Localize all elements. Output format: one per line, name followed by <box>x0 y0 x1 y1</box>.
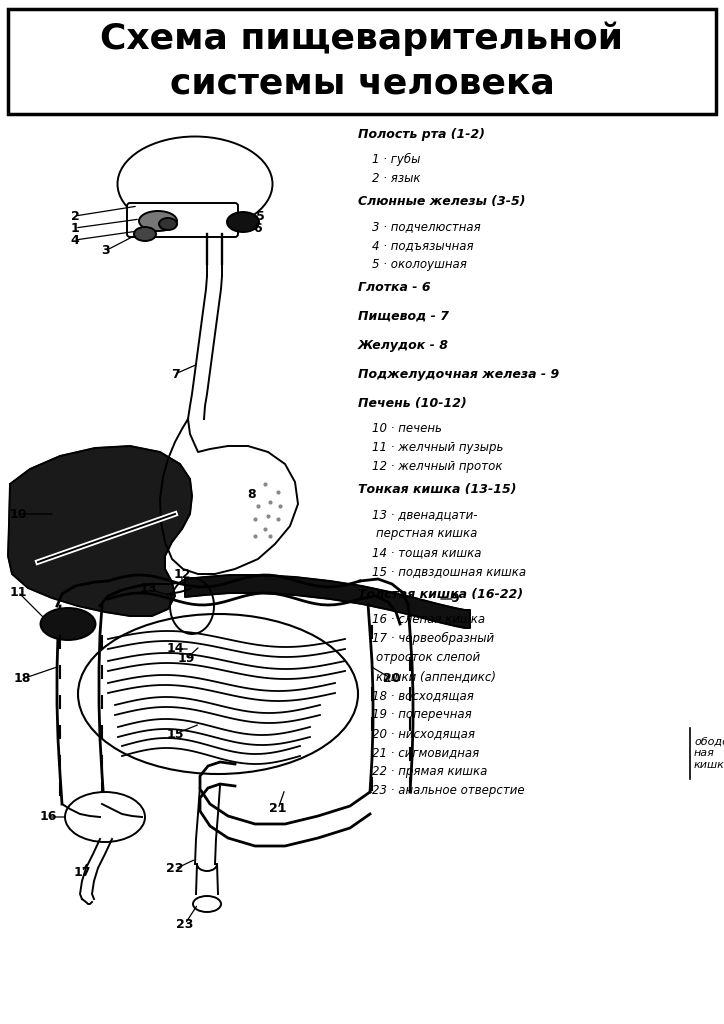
FancyBboxPatch shape <box>8 9 716 114</box>
Text: 20 · нисходящая: 20 · нисходящая <box>372 727 475 740</box>
Text: отросток слепой: отросток слепой <box>376 651 480 664</box>
Text: 8: 8 <box>248 487 256 501</box>
Text: ободоч-: ободоч- <box>694 736 724 746</box>
Text: 11: 11 <box>9 586 27 598</box>
Text: 1: 1 <box>71 221 80 234</box>
Text: Глотка - 6: Глотка - 6 <box>358 281 431 294</box>
Text: 14 · тощая кишка: 14 · тощая кишка <box>372 546 481 559</box>
FancyBboxPatch shape <box>127 203 238 237</box>
Text: Схема пищеварительной: Схема пищеварительной <box>101 22 623 56</box>
Ellipse shape <box>139 211 177 231</box>
Text: 9: 9 <box>450 593 459 605</box>
Text: 22: 22 <box>167 862 184 876</box>
Polygon shape <box>8 446 192 616</box>
Text: 16: 16 <box>39 811 56 823</box>
Text: 4: 4 <box>71 233 80 247</box>
Text: 19 · поперечная: 19 · поперечная <box>372 708 472 721</box>
Text: 1 · губы: 1 · губы <box>372 153 421 166</box>
Text: Слюнные железы (3-5): Слюнные железы (3-5) <box>358 195 526 208</box>
Text: 23: 23 <box>177 918 194 931</box>
Polygon shape <box>160 419 298 574</box>
Text: 21: 21 <box>269 803 287 815</box>
Text: 11 · желчный пузырь: 11 · желчный пузырь <box>372 441 503 454</box>
Text: 2 · язык: 2 · язык <box>372 172 421 185</box>
Ellipse shape <box>227 212 259 232</box>
Text: 3 · подчелюстная: 3 · подчелюстная <box>372 220 481 233</box>
Text: 19: 19 <box>177 652 195 666</box>
Text: 16 · слепая кишка: 16 · слепая кишка <box>372 613 485 626</box>
Text: 14: 14 <box>167 642 184 655</box>
Text: 17 · червеобразный: 17 · червеобразный <box>372 632 494 645</box>
Text: системы человека: системы человека <box>169 67 555 101</box>
Text: 5: 5 <box>256 210 264 222</box>
Ellipse shape <box>41 608 96 640</box>
Polygon shape <box>185 575 470 628</box>
Ellipse shape <box>134 227 156 241</box>
Text: Полость рта (1-2): Полость рта (1-2) <box>358 128 485 141</box>
Text: 10 · печень: 10 · печень <box>372 422 442 435</box>
Text: Печень (10-12): Печень (10-12) <box>358 397 467 410</box>
Text: 3: 3 <box>101 245 109 257</box>
Text: 10: 10 <box>9 508 27 520</box>
Text: 15 · подвздошная кишка: 15 · подвздошная кишка <box>372 565 526 578</box>
Text: 21 · сигмовидная: 21 · сигмовидная <box>372 746 479 759</box>
Text: 5 · околоушная: 5 · околоушная <box>372 258 467 271</box>
Text: Желудок - 8: Желудок - 8 <box>358 339 449 352</box>
Text: 2: 2 <box>71 210 80 222</box>
Text: 18: 18 <box>13 673 30 685</box>
Text: 13: 13 <box>139 583 156 596</box>
Text: 15: 15 <box>167 727 184 740</box>
Ellipse shape <box>117 136 272 231</box>
Text: 13 · двенадцати-: 13 · двенадцати- <box>372 508 478 521</box>
Text: 22 · прямая кишка: 22 · прямая кишка <box>372 765 487 778</box>
Text: 23 · анальное отверстие: 23 · анальное отверстие <box>372 784 525 797</box>
Text: 6: 6 <box>253 222 262 236</box>
Text: Пищевод - 7: Пищевод - 7 <box>358 310 449 323</box>
Text: кишка: кишка <box>694 761 724 770</box>
Text: перстная кишка: перстная кишка <box>376 527 477 540</box>
Ellipse shape <box>65 792 145 842</box>
Text: Тонкая кишка (13-15): Тонкая кишка (13-15) <box>358 483 516 496</box>
Text: 18 · восходящая: 18 · восходящая <box>372 689 474 702</box>
Text: ная: ная <box>694 749 715 759</box>
Text: Поджелудочная железа - 9: Поджелудочная железа - 9 <box>358 368 559 381</box>
Text: Толстая кишка (16-22): Толстая кишка (16-22) <box>358 588 523 601</box>
Ellipse shape <box>159 218 177 230</box>
Ellipse shape <box>193 896 221 912</box>
Text: 20: 20 <box>383 673 401 685</box>
Text: 17: 17 <box>73 865 90 879</box>
Text: 7: 7 <box>171 368 180 381</box>
Text: кишки (аппендикс): кишки (аппендикс) <box>376 670 496 683</box>
Text: 12 · желчный проток: 12 · желчный проток <box>372 460 502 473</box>
Text: 12: 12 <box>173 567 190 581</box>
Text: 4 · подъязычная: 4 · подъязычная <box>372 239 473 252</box>
